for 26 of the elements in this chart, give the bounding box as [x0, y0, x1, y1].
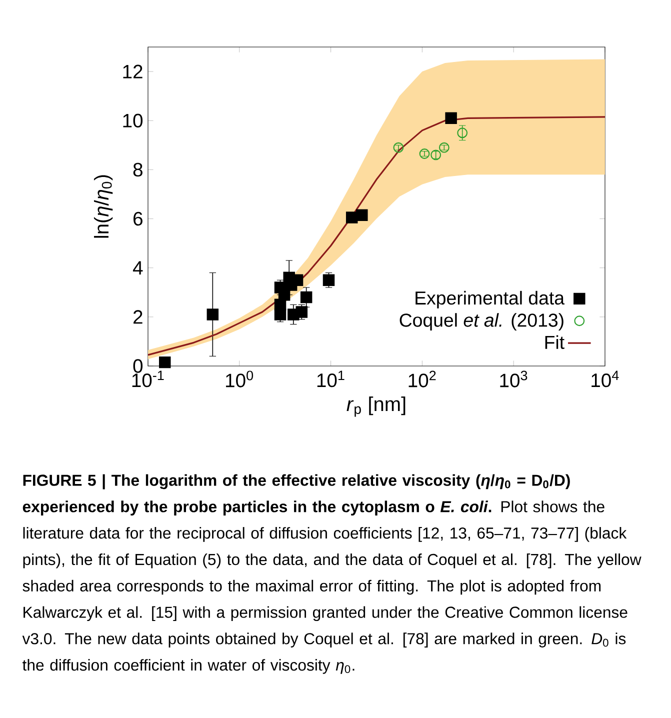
y-tick-label: 10: [123, 114, 143, 128]
y-tick-label: 6: [134, 212, 142, 226]
y-tick-label: 8: [133, 162, 142, 177]
x-tick-label: 10$^{4}$: [592, 370, 619, 388]
y-tick-label: 0: [133, 359, 143, 373]
x-tick-label: 10$^{2}$: [408, 370, 436, 388]
y-tick-label: 2: [134, 310, 142, 324]
text: pints), the fit of Equation (5) to the data, and the data of Coquel et al. [78]. The yellow: [23, 553, 642, 568]
y-axis-title: ln(η/η$_{0}$): [94, 175, 113, 238]
text: the diffusion coefficient in water of viscosity η$_{0}$.: [22, 659, 354, 674]
text: shaded area corresponds to the maximal error of fitting. The plot is adopted from: [22, 580, 601, 595]
x-tick-label: 10$^{3}$: [500, 370, 528, 388]
x-tick-label: 10$^{1}$: [317, 370, 344, 388]
text: Plot shows the: [501, 500, 604, 512]
text: literature data for the reciprocal of diffusion coefficients [12, 13, 65–71, 73–77] (black: [23, 527, 627, 542]
legend-label: Fit: [545, 335, 564, 349]
legend-label: Coquel et al. (2013): [400, 313, 564, 331]
x-axis-title: r$_{p}$ [nm]: [346, 396, 406, 417]
legend-label: Experimental data: [416, 290, 565, 308]
text: experienced by the probe particles in the cytoplasm o E. coli.: [22, 500, 492, 516]
y-tick-label: 12: [123, 64, 142, 78]
x-tick-label: 10$^{0}$: [226, 370, 254, 388]
text: Kalwarczyk et al. [15] with a permission granted under the Creative Common license: [24, 606, 628, 622]
text: v3.0. The new data points obtained by Coquel et al. [78] are marked in green. D$_{0}$ is: [22, 632, 626, 648]
y-tick-label: 4: [132, 261, 143, 274]
text: FIGURE 5 | The logarithm of the effective relative viscosity (η/η$_{0}$ = D$_{0}$/D): [23, 474, 570, 490]
